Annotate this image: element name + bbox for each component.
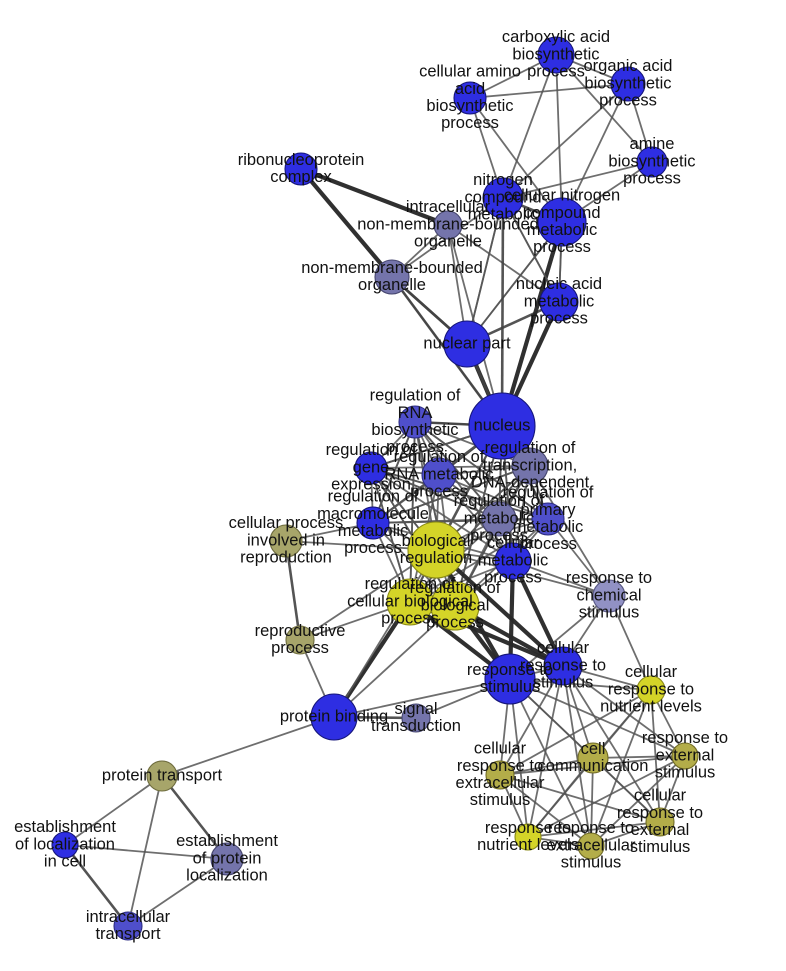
svg-text:stimulus: stimulus xyxy=(480,678,541,696)
svg-text:metabolic: metabolic xyxy=(478,551,549,569)
svg-text:stimulus: stimulus xyxy=(533,674,594,692)
svg-text:acid: acid xyxy=(455,80,485,98)
svg-text:response to: response to xyxy=(608,680,694,698)
svg-text:regulation of: regulation of xyxy=(485,439,576,457)
svg-text:reproductive: reproductive xyxy=(255,622,346,640)
svg-text:organic acid: organic acid xyxy=(584,57,673,75)
svg-text:cellular amino: cellular amino xyxy=(419,63,521,81)
svg-text:complex: complex xyxy=(270,168,332,186)
svg-text:of localization: of localization xyxy=(15,835,115,853)
svg-text:regulation of: regulation of xyxy=(454,492,545,510)
svg-text:biosynthetic: biosynthetic xyxy=(608,152,695,170)
svg-text:metabolic: metabolic xyxy=(464,509,535,527)
svg-text:nucleus: nucleus xyxy=(474,416,531,434)
svg-text:metabolic: metabolic xyxy=(338,522,409,540)
svg-text:process: process xyxy=(426,614,484,632)
svg-text:biosynthetic: biosynthetic xyxy=(371,421,458,439)
svg-text:cell: cell xyxy=(581,740,606,758)
svg-text:organelle: organelle xyxy=(358,276,426,294)
svg-text:non-membrane-bounded: non-membrane-bounded xyxy=(357,215,539,233)
svg-text:carboxylic acid: carboxylic acid xyxy=(502,28,610,46)
svg-text:cellular process: cellular process xyxy=(229,514,344,532)
svg-text:RNA metabolic: RNA metabolic xyxy=(384,465,493,483)
svg-text:cellular: cellular xyxy=(537,639,590,657)
svg-text:in cell: in cell xyxy=(44,853,86,871)
svg-text:of protein: of protein xyxy=(193,849,262,867)
svg-text:biosynthetic: biosynthetic xyxy=(584,74,671,92)
svg-text:process: process xyxy=(271,639,329,657)
svg-text:response to: response to xyxy=(520,656,606,674)
svg-text:cellular: cellular xyxy=(487,534,540,552)
svg-text:establishment: establishment xyxy=(176,832,278,850)
svg-text:intracellular: intracellular xyxy=(86,908,171,926)
svg-text:involved in: involved in xyxy=(247,531,325,549)
svg-text:signal: signal xyxy=(394,700,437,718)
svg-text:stimulus: stimulus xyxy=(561,854,622,872)
svg-text:regulation of: regulation of xyxy=(394,448,485,466)
svg-text:establishment: establishment xyxy=(14,818,116,836)
svg-text:process: process xyxy=(530,310,588,328)
svg-text:extracellular: extracellular xyxy=(456,774,545,792)
svg-text:protein transport: protein transport xyxy=(102,766,223,784)
svg-text:regulation of: regulation of xyxy=(410,579,501,597)
svg-text:localization: localization xyxy=(186,867,268,885)
svg-text:stimulus: stimulus xyxy=(470,791,531,809)
svg-text:extracellular: extracellular xyxy=(547,836,636,854)
svg-text:transport: transport xyxy=(95,925,161,943)
svg-text:external: external xyxy=(631,821,690,839)
svg-text:RNA: RNA xyxy=(398,404,433,422)
svg-text:regulation: regulation xyxy=(400,549,472,567)
svg-text:regulation of: regulation of xyxy=(328,488,419,506)
svg-text:stimulus: stimulus xyxy=(630,838,691,856)
svg-text:process: process xyxy=(623,170,681,188)
svg-text:cellular: cellular xyxy=(625,663,678,681)
svg-text:process: process xyxy=(527,63,585,81)
svg-text:transduction: transduction xyxy=(371,717,461,735)
svg-text:reproduction: reproduction xyxy=(240,549,332,567)
svg-text:organelle: organelle xyxy=(414,233,482,251)
svg-text:response to: response to xyxy=(642,729,728,747)
svg-text:regulation of: regulation of xyxy=(370,387,461,405)
svg-text:intracellular: intracellular xyxy=(406,198,491,216)
svg-text:cellular nitrogen: cellular nitrogen xyxy=(504,187,620,205)
svg-text:biological: biological xyxy=(421,596,490,614)
svg-text:process: process xyxy=(441,114,499,132)
svg-text:cellular: cellular xyxy=(474,740,527,758)
svg-text:cellular: cellular xyxy=(634,787,687,805)
svg-text:metabolic: metabolic xyxy=(524,292,595,310)
svg-text:external: external xyxy=(656,746,715,764)
svg-text:response to: response to xyxy=(566,569,652,587)
svg-text:non-membrane-bounded: non-membrane-bounded xyxy=(301,259,483,277)
svg-text:stimulus: stimulus xyxy=(579,604,640,622)
svg-text:nuclear part: nuclear part xyxy=(423,334,511,352)
svg-text:transcription,: transcription, xyxy=(483,456,577,474)
svg-text:process: process xyxy=(533,238,591,256)
svg-text:biosynthetic: biosynthetic xyxy=(426,97,513,115)
svg-text:biological: biological xyxy=(402,532,471,550)
svg-text:communication: communication xyxy=(538,757,649,775)
svg-text:nucleic acid: nucleic acid xyxy=(516,275,602,293)
svg-text:process: process xyxy=(599,92,657,110)
svg-text:stimulus: stimulus xyxy=(655,764,716,782)
svg-text:nutrient levels: nutrient levels xyxy=(600,698,702,716)
svg-text:ribonucleoprotein: ribonucleoprotein xyxy=(238,151,365,169)
svg-text:response to: response to xyxy=(548,819,634,837)
svg-text:process: process xyxy=(344,539,402,557)
svg-text:chemical: chemical xyxy=(576,586,641,604)
svg-text:response to: response to xyxy=(457,757,543,775)
svg-text:amine: amine xyxy=(630,135,675,153)
